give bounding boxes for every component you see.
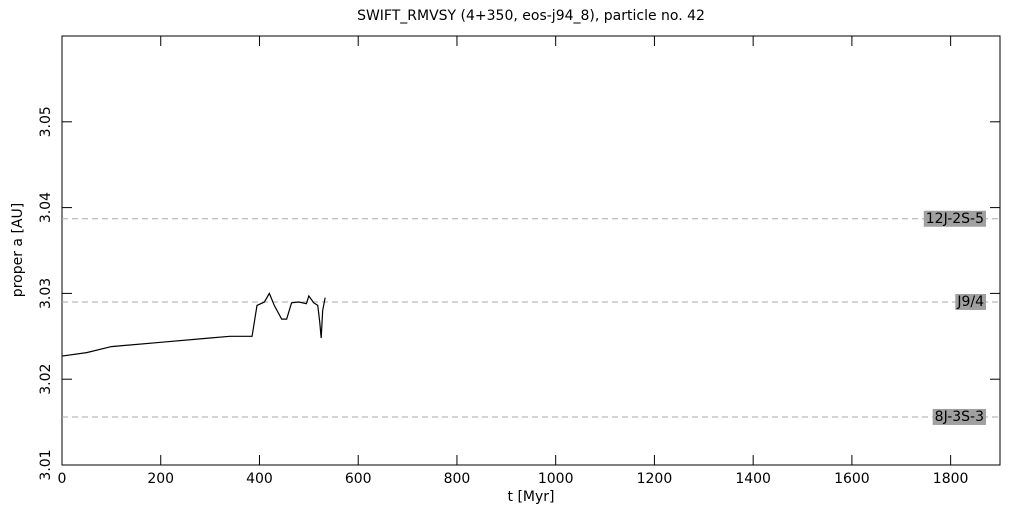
y-tick-label: 3.03 bbox=[38, 278, 54, 309]
y-tick-label: 3.02 bbox=[38, 364, 54, 395]
x-tick-label: 600 bbox=[345, 471, 372, 487]
resonance-label-bg bbox=[955, 293, 986, 310]
x-tick-label: 0 bbox=[58, 471, 67, 487]
x-tick-label: 1200 bbox=[637, 471, 673, 487]
x-tick-label: 1800 bbox=[933, 471, 969, 487]
x-tick-label: 400 bbox=[246, 471, 273, 487]
data-line bbox=[61, 292, 326, 357]
x-tick-label: 200 bbox=[147, 471, 174, 487]
y-tick-label: 3.05 bbox=[38, 106, 54, 137]
x-tick-label: 1400 bbox=[735, 471, 771, 487]
resonance-label: 12J-2S-5 bbox=[926, 211, 984, 227]
y-tick-label: 3.01 bbox=[38, 449, 54, 480]
resonance-label-bg bbox=[932, 408, 986, 425]
x-axis-label: t [Myr] bbox=[508, 489, 555, 505]
y-tick-label: 3.04 bbox=[38, 192, 54, 223]
x-tick-label: 800 bbox=[444, 471, 471, 487]
x-tick-label: 1600 bbox=[834, 471, 870, 487]
resonance-label-bg bbox=[923, 210, 986, 227]
x-tick-label: 1000 bbox=[538, 471, 574, 487]
resonance-label: 8J-3S-3 bbox=[935, 409, 984, 425]
chart-title: SWIFT_RMVSY (4+350, eos-j94_8), particle… bbox=[357, 8, 705, 24]
y-axis-label: proper a [AU] bbox=[10, 203, 26, 297]
resonance-label: J9/4 bbox=[956, 294, 984, 310]
plot-frame bbox=[61, 35, 1001, 466]
